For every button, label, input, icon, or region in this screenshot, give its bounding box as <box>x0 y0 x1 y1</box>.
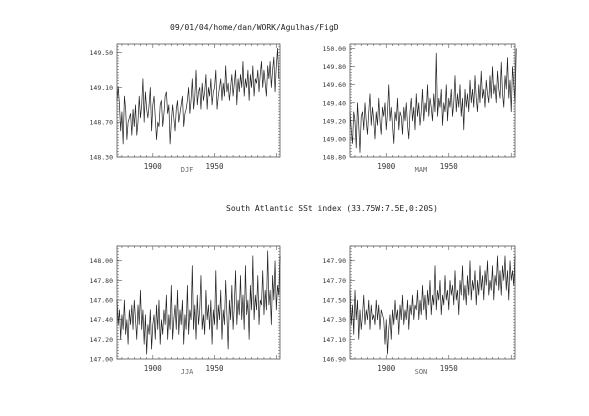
y-tick-label: 147.20 <box>90 336 114 344</box>
y-tick-label: 148.80 <box>323 154 347 162</box>
y-tick-label: 147.90 <box>323 257 347 265</box>
y-tick-label: 147.70 <box>323 277 347 285</box>
season-label: DJF <box>181 166 194 174</box>
figure-subtitle: South Atlantic SSt index (33.75W:7.5E,0:… <box>226 204 438 213</box>
y-tick-label: 147.00 <box>90 356 114 364</box>
plot-frame <box>349 43 516 158</box>
y-tick-label: 147.60 <box>90 297 114 305</box>
panel-son: 146.90 147.10 147.30 147.50 147.70 147.90 1900… <box>323 245 516 376</box>
y-tick-label: 148.30 <box>90 154 114 162</box>
y-tick-label: 149.80 <box>323 63 347 71</box>
season-label: SON <box>415 368 428 376</box>
y-tick-label: 147.50 <box>323 297 347 305</box>
season-label: JJA <box>181 368 194 376</box>
y-tick-label: 149.10 <box>90 84 114 92</box>
y-tick-label: 146.90 <box>323 356 347 364</box>
y-tick-label: 147.10 <box>323 336 347 344</box>
x-tick-label: 1950 <box>440 364 459 373</box>
season-label: MAM <box>415 166 428 174</box>
figure-header: 09/01/04/home/dan/WORK/Agulhas/FigD <box>170 23 339 32</box>
y-tick-label: 149.40 <box>323 99 347 107</box>
x-tick-label: 1900 <box>144 162 163 171</box>
x-tick-label: 1900 <box>377 162 396 171</box>
series-line <box>349 255 516 355</box>
y-tick-label: 149.20 <box>323 117 347 125</box>
x-tick-label: 1950 <box>206 364 225 373</box>
series-line <box>116 47 280 145</box>
series-line <box>116 250 281 355</box>
plot-frame <box>116 245 281 360</box>
y-tick-label: 148.70 <box>90 119 114 127</box>
panel-jja: 147.00 147.20 147.40 147.60 147.80 148.00 1900… <box>90 245 281 376</box>
plot-frame <box>349 245 516 360</box>
y-tick-label: 150.00 <box>323 45 347 53</box>
y-tick-label: 147.30 <box>323 316 347 324</box>
x-tick-label: 1950 <box>440 162 459 171</box>
plot-frame <box>116 43 281 158</box>
panel-mam: 148.80 149.00 149.20 149.40 149.60 149.80 150.… <box>323 43 517 174</box>
y-tick-label: 149.60 <box>323 81 347 89</box>
y-tick-label: 149.00 <box>323 135 347 143</box>
y-tick-label: 147.80 <box>90 277 114 285</box>
x-tick-label: 1900 <box>377 364 396 373</box>
series-line <box>349 48 517 153</box>
y-tick-label: 148.00 <box>90 257 114 265</box>
x-tick-label: 1900 <box>144 364 163 373</box>
y-tick-label: 147.40 <box>90 316 114 324</box>
panel-djf: 148.30 148.70 149.10 149.50 1900 1950 DJF <box>90 43 281 174</box>
x-tick-label: 1950 <box>206 162 225 171</box>
y-tick-label: 149.50 <box>90 49 114 57</box>
